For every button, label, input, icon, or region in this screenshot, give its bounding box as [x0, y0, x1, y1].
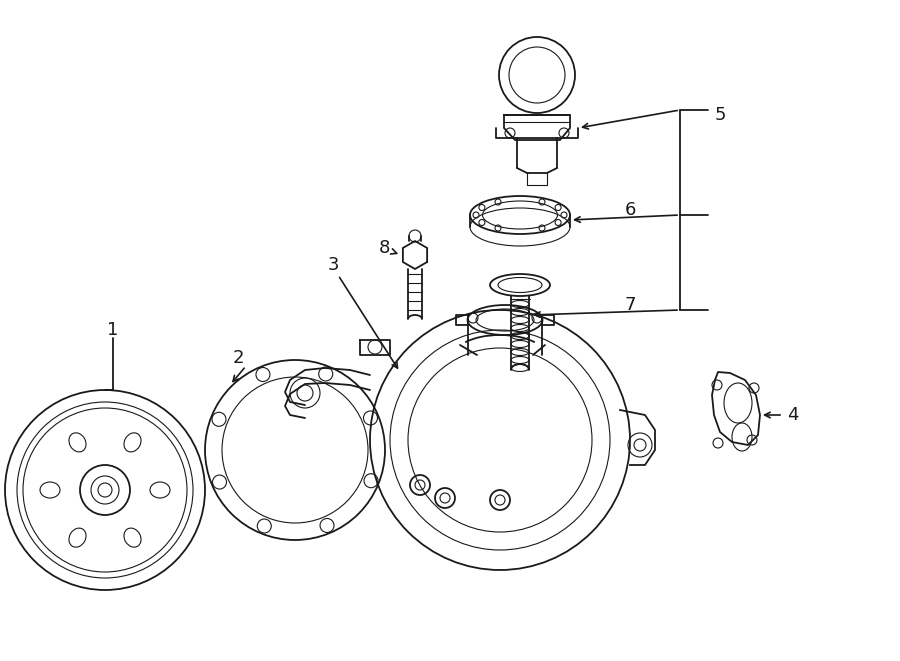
Text: 5: 5	[715, 106, 725, 124]
Text: 3: 3	[328, 256, 338, 274]
Text: 7: 7	[625, 296, 636, 314]
Text: 1: 1	[107, 321, 119, 339]
Text: 6: 6	[625, 201, 636, 219]
Text: 4: 4	[788, 406, 799, 424]
Text: 2: 2	[232, 349, 244, 367]
Text: 8: 8	[379, 239, 390, 257]
